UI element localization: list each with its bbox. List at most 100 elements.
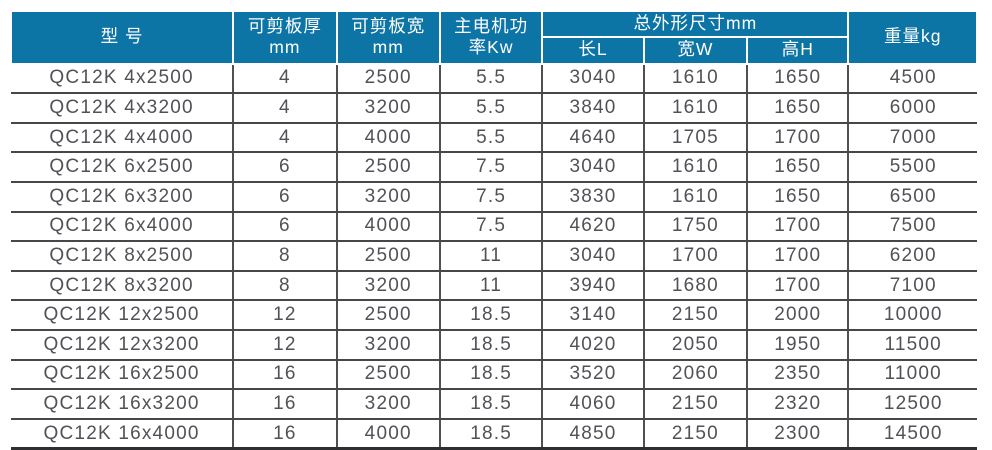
spec-table: 型 号 可剪板厚 mm 可剪板宽 mm 主电机功 率Kw 总外形尺寸mm 重量k…: [9, 9, 978, 450]
header-motor-power-line2: 率Kw: [468, 36, 514, 57]
cell-width-mm: 3200: [336, 389, 441, 420]
cell-width-mm: 3200: [336, 330, 441, 361]
cell-length-l: 3940: [542, 270, 645, 302]
cell-model: QC12K 6x3200: [11, 182, 235, 213]
cell-width-mm: 2500: [336, 241, 441, 272]
cell-width-w: 1700: [643, 241, 749, 272]
cell-width-w: 2150: [643, 300, 749, 332]
cell-width-mm: 2500: [336, 359, 441, 391]
cell-height-h: 2320: [747, 389, 850, 420]
header-shear-width-line2: mm: [372, 36, 404, 57]
header-dim-height: 高H: [746, 36, 850, 65]
cell-length-l: 4020: [542, 330, 645, 361]
cell-width-w: 1610: [643, 63, 749, 95]
cell-height-h: 1700: [747, 270, 850, 302]
cell-weight-kg: 4500: [848, 63, 977, 95]
cell-model: QC12K 12x3200: [11, 330, 235, 361]
table-row: QC12K 8x3200 8 3200 11 3940 1680 1700 7100: [11, 270, 977, 302]
cell-model: QC12K 8x3200: [11, 270, 235, 302]
header-dim-length: 长L: [541, 36, 645, 65]
table-row: QC12K 16x3200 16 3200 18.5 4060 2150 2320 12500: [11, 389, 977, 420]
header-motor-power: 主电机功 率Kw: [438, 10, 544, 65]
table-row: QC12K 12x2500 12 2500 18.5 3140 2150 2000 10000: [11, 300, 977, 332]
table-row: QC12K 4x4000 4 4000 5.5 4640 1705 1700 7000: [11, 122, 977, 154]
cell-height-h: 1700: [747, 122, 850, 154]
cell-model: QC12K 4x4000: [11, 122, 235, 154]
cell-power-kw: 18.5: [439, 418, 544, 450]
cell-thickness-mm: 16: [233, 418, 338, 450]
cell-thickness-mm: 6: [233, 182, 338, 213]
table-row: QC12K 4x3200 4 3200 5.5 3840 1610 1650 6000: [11, 93, 977, 124]
cell-power-kw: 7.5: [439, 152, 544, 184]
cell-power-kw: 11: [439, 241, 544, 272]
cell-length-l: 4850: [542, 418, 645, 450]
cell-weight-kg: 6500: [848, 182, 977, 213]
cell-power-kw: 18.5: [439, 389, 544, 420]
cell-thickness-mm: 12: [233, 300, 338, 332]
table-row: QC12K 16x4000 16 4000 18.5 4850 2150 2300 14500: [11, 418, 977, 450]
cell-length-l: 4620: [542, 211, 645, 243]
cell-power-kw: 18.5: [439, 330, 544, 361]
cell-weight-kg: 7100: [848, 270, 977, 302]
header-overall-dimensions-group: 总外形尺寸mm: [541, 9, 850, 39]
cell-model: QC12K 6x4000: [11, 211, 235, 243]
header-weight: 重量kg: [847, 10, 978, 65]
spec-table-header: 型 号 可剪板厚 mm 可剪板宽 mm 主电机功 率Kw 总外形尺寸mm 重量k…: [9, 9, 978, 65]
cell-power-kw: 5.5: [439, 122, 544, 154]
cell-model: QC12K 12x2500: [11, 300, 235, 332]
cell-thickness-mm: 6: [233, 211, 338, 243]
cell-height-h: 2000: [747, 300, 850, 332]
cell-model: QC12K 4x2500: [11, 63, 235, 95]
cell-length-l: 3040: [542, 63, 645, 95]
cell-width-mm: 4000: [336, 418, 441, 450]
cell-width-w: 2150: [643, 389, 749, 420]
cell-width-w: 1610: [643, 93, 749, 124]
table-row: QC12K 12x3200 12 3200 18.5 4020 2050 1950 11500: [11, 330, 977, 361]
cell-length-l: 3520: [542, 359, 645, 391]
cell-power-kw: 5.5: [439, 63, 544, 95]
cell-weight-kg: 11500: [848, 330, 977, 361]
cell-width-w: 1705: [643, 122, 749, 154]
cell-width-w: 2150: [643, 418, 749, 450]
cell-width-mm: 3200: [336, 270, 441, 302]
cell-width-w: 2050: [643, 330, 749, 361]
cell-power-kw: 11: [439, 270, 544, 302]
header-shear-width-line1: 可剪板宽: [351, 15, 426, 36]
cell-height-h: 1650: [747, 93, 850, 124]
table-row: QC12K 8x2500 8 2500 11 3040 1700 1700 6200: [11, 241, 977, 272]
cell-power-kw: 5.5: [439, 93, 544, 124]
cell-width-w: 1680: [643, 270, 749, 302]
cell-height-h: 1700: [747, 211, 850, 243]
cell-thickness-mm: 8: [233, 270, 338, 302]
cell-thickness-mm: 16: [233, 389, 338, 420]
cell-height-h: 1950: [747, 330, 850, 361]
cell-thickness-mm: 4: [233, 63, 338, 95]
cell-weight-kg: 5500: [848, 152, 977, 184]
cell-height-h: 1650: [747, 182, 850, 213]
table-row: QC12K 6x2500 6 2500 7.5 3040 1610 1650 5500: [11, 152, 977, 184]
cell-width-w: 2060: [643, 359, 749, 391]
cell-height-h: 1650: [747, 152, 850, 184]
cell-weight-kg: 6200: [848, 241, 977, 272]
cell-width-w: 1610: [643, 152, 749, 184]
cell-weight-kg: 6000: [848, 93, 977, 124]
cell-length-l: 3040: [542, 241, 645, 272]
cell-thickness-mm: 6: [233, 152, 338, 184]
cell-model: QC12K 8x2500: [11, 241, 235, 272]
cell-length-l: 3840: [542, 93, 645, 124]
header-row-1: 型 号 可剪板厚 mm 可剪板宽 mm 主电机功 率Kw 总外形尺寸mm 重量k…: [9, 9, 978, 65]
cell-weight-kg: 7500: [848, 211, 977, 243]
header-dim-width: 宽W: [642, 36, 749, 65]
cell-length-l: 3140: [542, 300, 645, 332]
cell-length-l: 3830: [542, 182, 645, 213]
table-row: QC12K 6x4000 6 4000 7.5 4620 1750 1700 7500: [11, 211, 977, 243]
header-shear-thickness: 可剪板厚 mm: [232, 10, 338, 65]
cell-width-w: 1750: [643, 211, 749, 243]
cell-power-kw: 18.5: [439, 300, 544, 332]
cell-model: QC12K 4x3200: [11, 93, 235, 124]
cell-width-mm: 2500: [336, 63, 441, 95]
cell-thickness-mm: 16: [233, 359, 338, 391]
cell-width-mm: 3200: [336, 93, 441, 124]
cell-power-kw: 18.5: [439, 359, 544, 391]
